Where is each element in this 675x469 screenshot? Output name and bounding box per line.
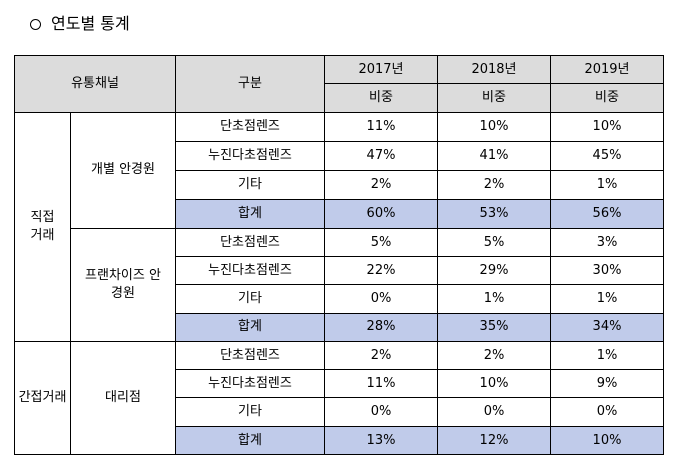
table-row-total: 합계 28% 35% 34% (15, 312, 664, 342)
header-year-2019: 2019년 (550, 54, 664, 85)
value-cell: 34% (550, 312, 664, 342)
header-share-2018: 비중 (437, 83, 551, 113)
value-cell: 47% (324, 140, 438, 172)
value-cell: 56% (550, 199, 664, 229)
value-cell: 41% (437, 140, 551, 172)
value-cell: 45% (550, 140, 664, 172)
header-share-2017: 비중 (324, 83, 438, 113)
heading-title: 연도별 통계 (51, 14, 130, 33)
table-row: 기타 0% 0% 0% (15, 397, 664, 427)
value-cell: 0% (437, 397, 551, 427)
table-row: 직접거래 개별 안경원 단초점렌즈 11% 10% 10% (14, 111, 664, 342)
value-cell: 13% (324, 425, 438, 456)
row-category: 단초점렌즈 (175, 227, 325, 257)
value-cell: 10% (550, 111, 664, 142)
subgroup-label: 대리점 (70, 340, 176, 456)
value-cell: 1% (550, 340, 664, 371)
header-year-2018: 2018년 (437, 54, 551, 85)
value-cell: 10% (437, 369, 551, 399)
row-category: 단초점렌즈 (175, 111, 325, 142)
value-cell: 0% (324, 284, 438, 314)
value-cell: 3% (550, 227, 664, 257)
value-cell: 2% (437, 170, 551, 201)
value-cell: 5% (437, 227, 551, 257)
table-row: 프랜차이즈 안경원 단초점렌즈 5% 5% 3% (15, 227, 664, 342)
row-category: 단초점렌즈 (175, 340, 325, 371)
value-cell: 11% (324, 369, 438, 399)
row-category: 기타 (175, 170, 325, 201)
value-cell: 29% (437, 255, 551, 286)
row-category: 합계 (175, 425, 325, 456)
value-cell: 11% (324, 111, 438, 142)
value-cell: 1% (550, 284, 664, 314)
table-row-total: 합계 13% 12% 10% (15, 425, 664, 456)
value-cell: 0% (550, 397, 664, 427)
row-category: 누진다초점렌즈 (175, 255, 325, 286)
value-cell: 5% (324, 227, 438, 257)
table-row: 간접거래 대리점 단초점렌즈 2% 2% 1% (14, 340, 664, 456)
row-category: 누진다초점렌즈 (175, 369, 325, 399)
table-row: 누진다초점렌즈 11% 10% 9% (15, 369, 664, 399)
row-category: 합계 (175, 199, 325, 229)
header-year-2017: 2017년 (324, 54, 438, 85)
value-cell: 12% (437, 425, 551, 456)
table-row: 누진다초점렌즈 47% 41% 45% (15, 140, 664, 172)
value-cell: 53% (437, 199, 551, 229)
value-cell: 10% (550, 425, 664, 456)
value-cell: 2% (437, 340, 551, 371)
header-category: 구분 (175, 55, 325, 113)
header-channel: 유통채널 (14, 55, 176, 113)
table-row: 누진다초점렌즈 22% 29% 30% (15, 255, 664, 286)
yearly-stats-table: 유통채널 구분 2017년 2018년 2019년 비중 비중 비중 직접거래 … (14, 54, 664, 456)
value-cell: 10% (437, 111, 551, 142)
value-cell: 2% (324, 170, 438, 201)
value-cell: 0% (324, 397, 438, 427)
subgroup-label: 프랜차이즈 안경원 (70, 227, 176, 342)
value-cell: 9% (550, 369, 664, 399)
value-cell: 28% (324, 312, 438, 342)
value-cell: 35% (437, 312, 551, 342)
circle-bullet-icon (30, 18, 41, 30)
table-row: 기타 2% 2% 1% (15, 170, 664, 201)
row-category: 합계 (175, 312, 325, 342)
table-row-total: 합계 60% 53% 56% (15, 199, 664, 229)
row-category: 기타 (175, 397, 325, 427)
section-heading: 연도별 통계 (30, 8, 130, 40)
value-cell: 22% (324, 255, 438, 286)
value-cell: 60% (324, 199, 438, 229)
header-row-share: 비중 비중 비중 (15, 83, 664, 113)
value-cell: 2% (324, 340, 438, 371)
value-cell: 1% (550, 170, 664, 201)
row-category: 누진다초점렌즈 (175, 140, 325, 172)
group-label: 간접거래 (14, 340, 71, 456)
row-category: 기타 (175, 284, 325, 314)
header-share-2019: 비중 (550, 83, 664, 113)
header-row-years: 유통채널 구분 2017년 2018년 2019년 (14, 54, 664, 113)
subgroup-label: 개별 안경원 (70, 111, 176, 229)
group-label: 직접거래 (14, 111, 71, 342)
value-cell: 30% (550, 255, 664, 286)
value-cell: 1% (437, 284, 551, 314)
